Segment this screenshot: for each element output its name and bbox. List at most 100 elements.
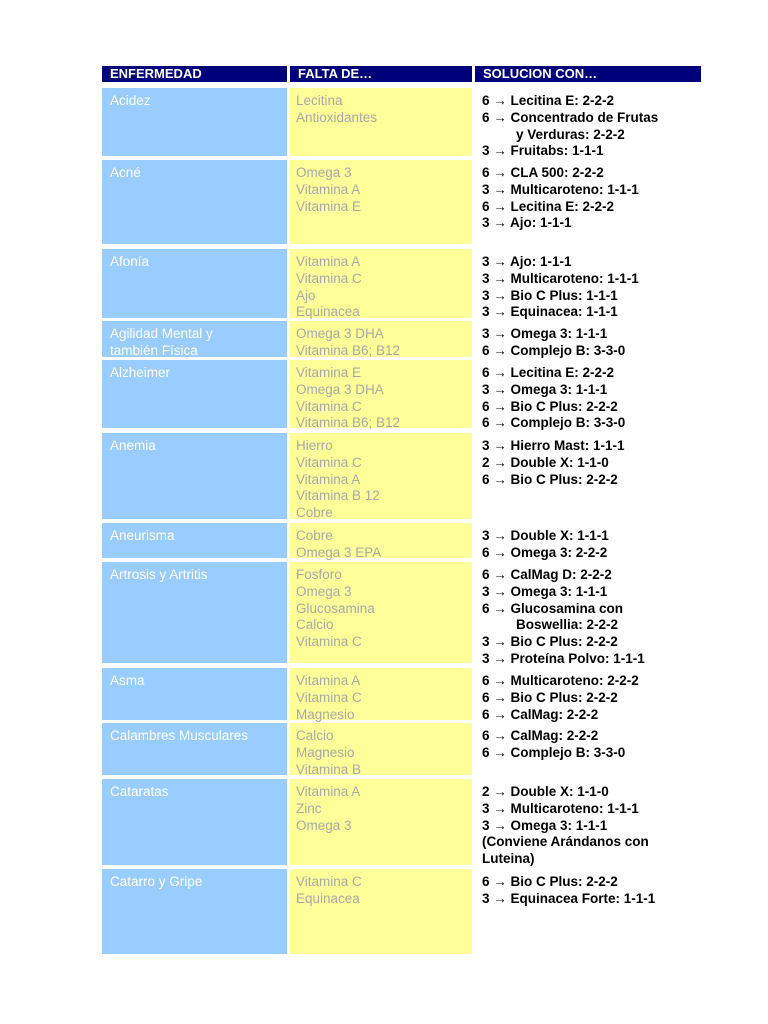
falta-de-cell: Cobre Omega 3 EPA <box>290 523 472 560</box>
enfermedad-cell: Catarro y Gripe <box>102 869 287 954</box>
solucion-item: 6 → Bio C Plus: 2-2-2 <box>482 874 618 889</box>
falta-de-item: Zinc <box>296 800 322 816</box>
enfermedad-cell: Cataratas <box>102 779 287 865</box>
falta-de-item: Omega 3 <box>296 583 352 599</box>
falta-de-item: Vitamina C <box>296 270 362 286</box>
falta-de-cell: Fosforo Omega 3 Glucosamina Calcio Vitamina … <box>290 562 472 663</box>
solucion-item: 2 → Double X: 1-1-0 <box>482 454 609 470</box>
table-row: Asma Vitamina A Vitamina C Magnesio 6 → Mult… <box>0 668 768 722</box>
falta-de-cell: Vitamina A Vitamina C Magnesio <box>290 668 472 722</box>
solucion-item: 3 → Double X: 1-1-1 <box>482 528 609 543</box>
enfermedad-text: Catarro y Gripe <box>110 874 203 889</box>
falta-de-item: Vitamina C <box>296 398 362 414</box>
falta-de-item: Vitamina B <box>296 761 362 777</box>
solucion-item: Boswellia: 2-2-2 <box>516 617 619 633</box>
solucion-item: 3 → Bio C Plus: 2-2-2 <box>482 634 618 650</box>
falta-de-item: Equinacea <box>296 304 360 320</box>
enfermedad-text: Calambres Musculares <box>110 728 249 743</box>
falta-de-item: Vitamina B6; B12 <box>296 415 401 431</box>
solucion-cell: 6 → CLA 500: 2-2-2 3 → Multicaroteno: 1-1… <box>482 160 722 232</box>
falta-de-cell: Vitamina A Zinc Omega 3 <box>290 779 472 865</box>
falta-de-cell: Omega 3 DHA Vitamina B6; B12 <box>290 321 472 358</box>
solucion-cell: 3 → Hierro Mast: 1-1-1 2 → Double X: 1-1-… <box>482 433 722 488</box>
solucion-item: 6 → CalMag: 2-2-2 <box>482 706 599 722</box>
solucion-item: 6 → CLA 500: 2-2-2 <box>482 165 604 180</box>
solucion-cell: 6 → Lecitina E: 2-2-2 6 → Concentrado de … <box>482 88 722 160</box>
enfermedad-text: Acidez <box>110 93 151 108</box>
falta-de-item: Omega 3 <box>296 817 352 833</box>
enfermedad-cell: Asma <box>102 668 287 720</box>
falta-de-item: Cobre <box>296 528 333 543</box>
falta-de-cell: Vitamina A Vitamina C Ajo Equinacea <box>290 249 472 320</box>
table-row: Afonía Vitamina A Vitamina C Ajo Equinacea 3 … <box>0 249 768 321</box>
falta-de-item: Fosforo <box>296 567 342 582</box>
falta-de-item: Omega 3 DHA <box>296 381 384 397</box>
enfermedad-text: también Física <box>110 342 198 358</box>
enfermedad-cell: Calambres Musculares <box>102 723 287 775</box>
enfermedad-text: Afonía <box>110 254 150 269</box>
header-falta-de: FALTA DE… <box>290 66 472 82</box>
solucion-cell: 3 → Omega 3: 1-1-1 6 → Complejo B: 3-3-0 <box>482 321 722 360</box>
enfermedad-cell: Acné <box>102 160 287 244</box>
enfermedad-text: Alzheimer <box>110 365 171 380</box>
falta-de-cell: Vitamina C Equinacea <box>290 869 472 954</box>
table-row: Agilidad Mental y también Física Omega 3 D… <box>0 321 768 360</box>
solucion-item: 6 → Concentrado de Frutas <box>482 109 659 125</box>
solucion-item: 3 → Omega 3: 1-1-1 <box>482 583 608 599</box>
solucion-item: 3 → Multicaroteno: 1-1-1 <box>482 181 639 197</box>
falta-de-cell: Hierro Vitamina C Vitamina A Vitamina B 12 C… <box>290 433 472 521</box>
solucion-item: 6 → CalMag: 2-2-2 <box>482 728 599 743</box>
enfermedad-text: Acné <box>110 165 141 180</box>
solucion-item: 6 → Glucosamina con <box>482 600 624 616</box>
solucion-cell: 6 → CalMag: 2-2-2 6 → Complejo B: 3-3-0 <box>482 723 722 762</box>
header-solucion-con: SOLUCION CON… <box>475 66 701 82</box>
enfermedad-cell: Aneurisma <box>102 523 287 558</box>
falta-de-item: Vitamina A <box>296 254 361 269</box>
solucion-item: 3 → Multicaroteno: 1-1-1 <box>482 800 639 816</box>
solucion-item: 3 → Proteína Polvo: 1-1-1 <box>482 650 645 666</box>
table-row: Aneurisma Cobre Omega 3 EPA 3 → Double X: 1… <box>0 523 768 560</box>
solucion-item: 6 → CalMag D: 2-2-2 <box>482 567 612 582</box>
falta-de-item: Vitamina C <box>296 454 362 470</box>
solucion-item: 3 → Equinacea: 1-1-1 <box>482 304 618 320</box>
falta-de-item: Omega 3 DHA <box>296 326 384 341</box>
solucion-item: 6 → Omega 3: 2-2-2 <box>482 544 608 560</box>
falta-de-cell: Calcio Magnesio Vitamina B <box>290 723 472 777</box>
falta-de-item: Vitamina E <box>296 198 362 214</box>
falta-de-item: Vitamina B6; B12 <box>296 342 401 358</box>
falta-de-item: Cobre <box>296 505 333 521</box>
solucion-item: (Conviene Arándanos con <box>482 834 649 850</box>
falta-de-item: Antioxidantes <box>296 109 378 125</box>
solucion-item: 3 → Fruitabs: 1-1-1 <box>482 143 604 159</box>
falta-de-item: Vitamina C <box>296 689 362 705</box>
solucion-item: 3 → Ajo: 1-1-1 <box>482 215 572 231</box>
enfermedad-cell: Afonía <box>102 249 287 318</box>
enfermedad-cell: Agilidad Mental y también Física <box>102 321 287 358</box>
falta-de-cell: Lecitina Antioxidantes <box>290 88 472 156</box>
solucion-cell: 6 → Lecitina E: 2-2-2 3 → Omega 3: 1-1-1 6… <box>482 360 722 432</box>
solucion-item: y Verduras: 2-2-2 <box>516 126 625 142</box>
solucion-item: 6 → Lecitina E: 2-2-2 <box>482 365 615 380</box>
falta-de-item: Vitamina E <box>296 365 362 380</box>
table-row: Alzheimer Vitamina E Omega 3 DHA Vitamina C… <box>0 360 768 430</box>
solucion-item: 6 → Bio C Plus: 2-2-2 <box>482 398 618 414</box>
solucion-item: 6 → Lecitina E: 2-2-2 <box>482 198 615 214</box>
solucion-item: 3 → Omega 3: 1-1-1 <box>482 326 608 341</box>
falta-de-item: Calcio <box>296 728 334 743</box>
solucion-item: 6 → Multicaroteno: 2-2-2 <box>482 673 639 688</box>
solucion-item: 3 → Ajo: 1-1-1 <box>482 254 572 269</box>
falta-de-item: Vitamina A <box>296 471 361 487</box>
solucion-cell: 3 → Double X: 1-1-1 6 → Omega 3: 2-2-2 <box>482 523 722 562</box>
falta-de-item: Magnesio <box>296 706 355 722</box>
falta-de-item: Vitamina A <box>296 673 361 688</box>
solucion-cell: 2 → Double X: 1-1-0 3 → Multicaroteno: 1-… <box>482 779 722 868</box>
table-row: Catarro y Gripe Vitamina C Equinacea 6 → Bi… <box>0 869 768 954</box>
table-row: Anemia Hierro Vitamina C Vitamina A Vitamina… <box>0 433 768 521</box>
solucion-cell: 3 → Ajo: 1-1-1 3 → Multicaroteno: 1-1-1 3 … <box>482 249 722 321</box>
enfermedad-text: Cataratas <box>110 784 169 799</box>
solucion-item: Luteina) <box>482 851 535 867</box>
table-row: Acidez Lecitina Antioxidantes 6 → Lecitina … <box>0 88 768 158</box>
enfermedad-text: Artrosis y Artritis <box>110 567 208 582</box>
falta-de-item: Hierro <box>296 438 333 453</box>
